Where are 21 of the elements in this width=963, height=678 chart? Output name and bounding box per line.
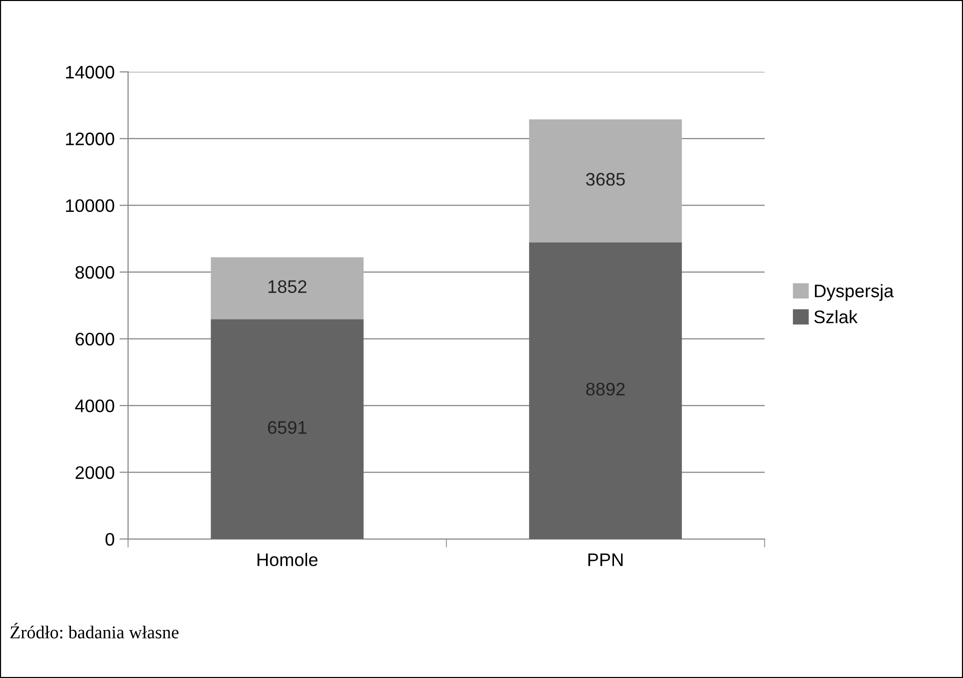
y-tick-label: 2000 xyxy=(76,466,114,479)
data-label: 1852 xyxy=(268,280,306,294)
y-tick-label: 14000 xyxy=(66,66,114,79)
y-tick-label: 4000 xyxy=(75,399,114,412)
legend-label: Szlak xyxy=(814,310,858,324)
data-label: 6591 xyxy=(268,421,306,434)
data-label: 3685 xyxy=(586,172,625,186)
x-tick-label: PPN xyxy=(588,554,623,566)
y-tick-label: 10000 xyxy=(66,199,114,212)
data-label: 8892 xyxy=(586,382,625,396)
bar xyxy=(210,319,364,540)
bar xyxy=(529,119,682,242)
y-tick-label: 6000 xyxy=(76,332,114,346)
y-tick-label: 12000 xyxy=(66,132,114,146)
text: Źródło: badania własne xyxy=(10,622,178,639)
legend-label: Dyspersja xyxy=(814,284,894,301)
y-tick-label: 0 xyxy=(106,532,114,546)
bar xyxy=(210,257,364,320)
x-tick-label: Homole xyxy=(258,552,318,566)
bar xyxy=(529,242,682,540)
y-tick-label: 8000 xyxy=(76,266,114,279)
